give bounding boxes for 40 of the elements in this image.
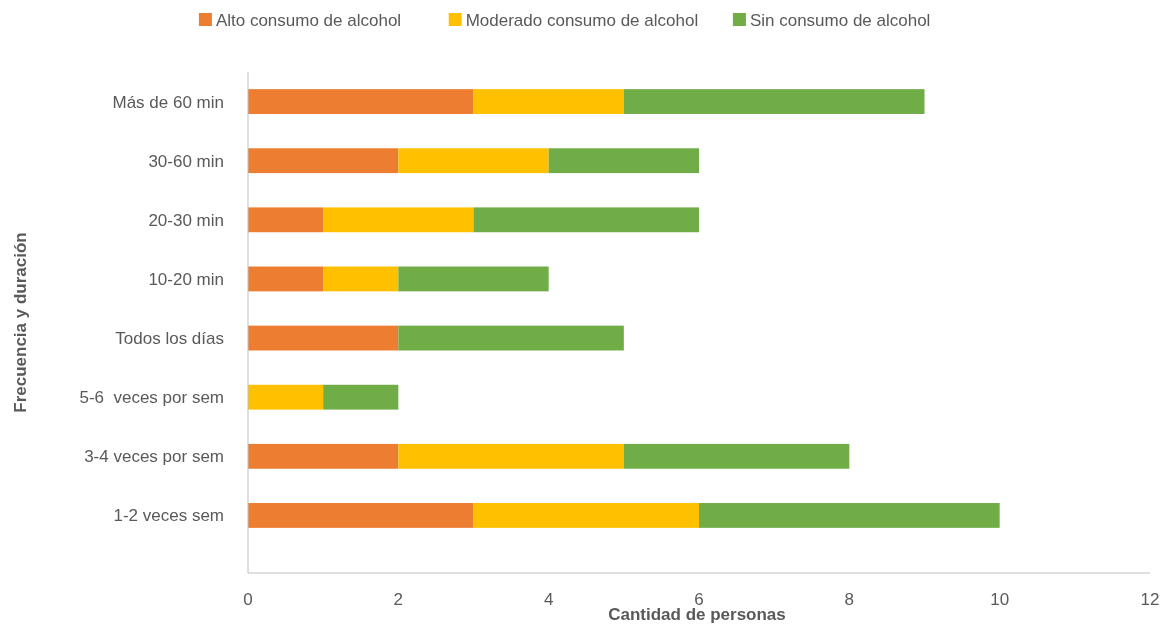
x-tick-label: 12: [1140, 590, 1160, 609]
bar: [473, 89, 624, 114]
x-tick-label: 2: [393, 590, 404, 609]
bar: [473, 503, 699, 528]
bar: [623, 89, 925, 114]
bar: [473, 207, 699, 233]
y-tick-label: 20-30 min: [148, 210, 224, 230]
bar: [248, 148, 399, 174]
x-tick-label: 10: [990, 590, 1010, 609]
bar: [248, 325, 399, 351]
bar: [248, 207, 324, 233]
bar: [398, 443, 624, 469]
bar: [398, 266, 549, 292]
bar: [548, 148, 699, 174]
y-axis-title: Frecuencia y duración: [11, 232, 30, 413]
bar: [248, 443, 399, 469]
bar: [323, 207, 474, 233]
x-tick-label: 0: [243, 590, 253, 609]
y-tick-label: 30-60 min: [148, 151, 224, 171]
legend-label: Moderado consumo de alcohol: [465, 10, 699, 30]
bar: [623, 443, 850, 469]
bar: [248, 266, 324, 292]
bar: [248, 503, 474, 528]
x-tick-label: 4: [543, 590, 554, 609]
x-tick-label: 8: [844, 590, 855, 609]
y-tick-label: 5-6 veces por sem: [79, 388, 224, 408]
bar: [699, 503, 1000, 528]
legend-label: Sin consumo de alcohol: [749, 10, 931, 30]
bar: [398, 325, 624, 351]
y-tick-label: Todos los días: [115, 329, 224, 349]
y-tick-label: 10-20 min: [148, 269, 224, 289]
bar: [398, 148, 549, 174]
legend-label: Alto consumo de alcohol: [215, 10, 402, 30]
bar: [323, 266, 399, 292]
bar: [248, 89, 474, 114]
bar: [248, 384, 324, 410]
y-tick-label: Más de 60 min: [112, 92, 224, 112]
y-tick-label: 3-4 veces por sem: [84, 447, 224, 467]
bar: [323, 384, 399, 410]
y-tick-label: 1-2 veces sem: [113, 506, 224, 526]
